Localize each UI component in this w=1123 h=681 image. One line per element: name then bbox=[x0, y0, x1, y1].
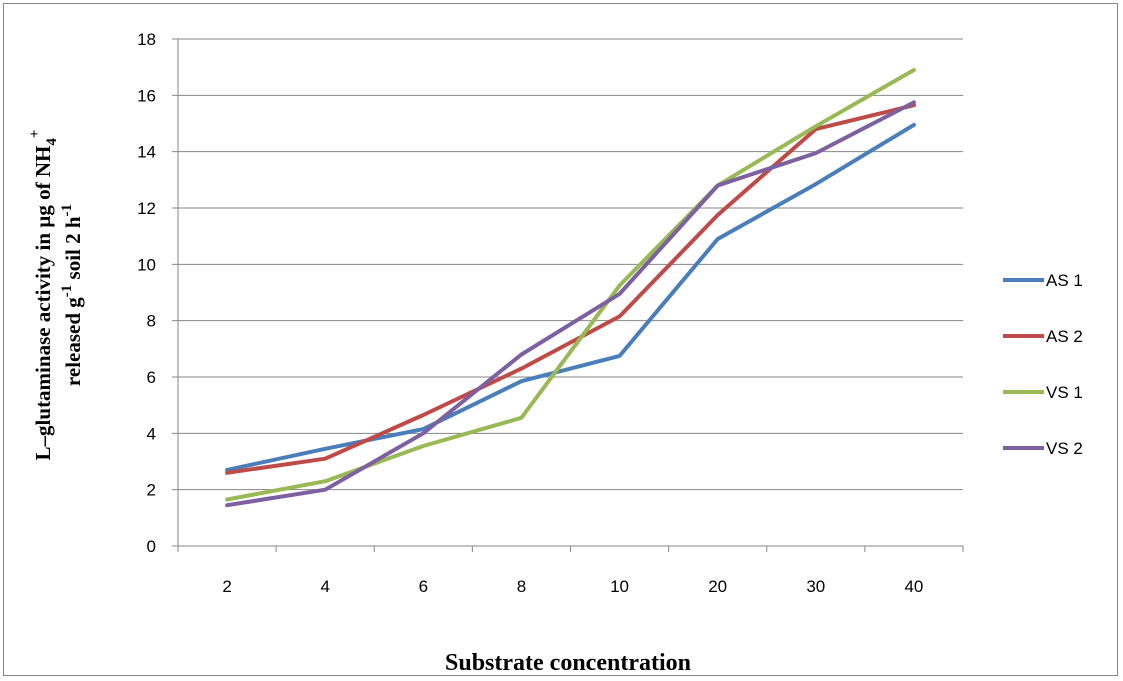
y-tick-label: 10 bbox=[137, 255, 156, 274]
legend: AS 1 AS 2 VS 1 VS 2 bbox=[1003, 271, 1083, 458]
legend-label: AS 1 bbox=[1046, 271, 1083, 290]
y-tick-label: 14 bbox=[137, 143, 156, 162]
series-line-as-2 bbox=[225, 103, 916, 475]
x-tick-label: 30 bbox=[806, 577, 825, 596]
legend-label: VS 1 bbox=[1046, 383, 1083, 402]
series-line-as-1 bbox=[225, 122, 916, 472]
legend-label: VS 2 bbox=[1046, 439, 1083, 458]
y-axis-label: L–glutaminase activity in µg of NH4+ rel… bbox=[27, 130, 85, 461]
y-tick-label: 4 bbox=[147, 424, 156, 443]
x-tick-label: 8 bbox=[517, 577, 526, 596]
x-tick-label: 4 bbox=[320, 577, 329, 596]
x-axis-label: Substrate concentration bbox=[445, 650, 691, 676]
y-tick-label: 16 bbox=[137, 86, 156, 105]
y-axis-label-line1: L–glutaminase activity in µg of NH4+ bbox=[27, 130, 60, 461]
y-tick-labels: 0 2 4 6 8 10 12 14 16 18 bbox=[137, 30, 156, 556]
series-line-vs-2 bbox=[225, 100, 916, 508]
x-tick-label: 40 bbox=[904, 577, 923, 596]
y-tick-label: 6 bbox=[147, 368, 156, 387]
gridlines bbox=[178, 38, 963, 491]
y-tick-label: 0 bbox=[147, 537, 156, 556]
axes bbox=[172, 38, 964, 552]
x-tick-label: 6 bbox=[419, 577, 428, 596]
y-tick-label: 2 bbox=[147, 481, 156, 500]
series-line-vs-1 bbox=[225, 68, 916, 502]
legend-label: AS 2 bbox=[1046, 327, 1083, 346]
y-tick-label: 12 bbox=[137, 199, 156, 218]
x-tick-label: 20 bbox=[708, 577, 727, 596]
y-axis-label-line2: released g-1 soil 2 h-1 bbox=[59, 204, 85, 386]
y-tick-label: 18 bbox=[137, 30, 156, 49]
y-tick-label: 8 bbox=[147, 312, 156, 331]
x-tick-labels: 2 4 6 8 10 20 30 40 bbox=[222, 577, 923, 596]
x-tick-label: 10 bbox=[610, 577, 629, 596]
chart-frame bbox=[3, 3, 1118, 676]
series-lines bbox=[225, 68, 916, 508]
x-tick-label: 2 bbox=[222, 577, 231, 596]
